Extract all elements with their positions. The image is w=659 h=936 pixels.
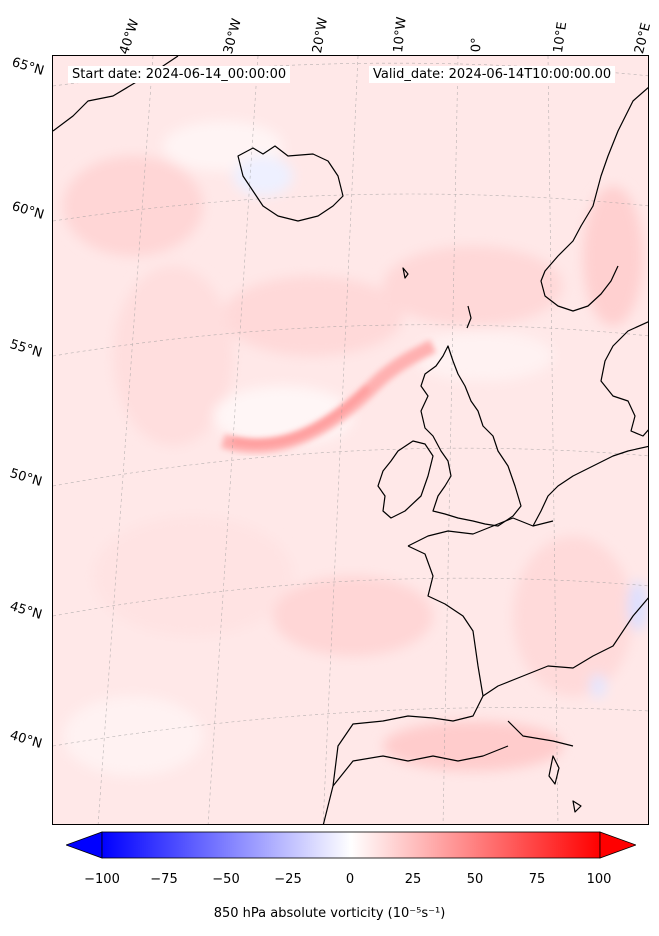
graticule bbox=[53, 56, 648, 824]
coast-ireland bbox=[377, 440, 434, 519]
lon-label-0: 0° bbox=[469, 37, 485, 53]
colorbar-tick: 50 bbox=[466, 872, 484, 887]
colorbar-tick: 100 bbox=[586, 872, 612, 887]
lat-label-45n: 45°N bbox=[7, 599, 44, 623]
colorbar-tick: 0 bbox=[345, 872, 355, 887]
lat-label-50n: 50°N bbox=[7, 466, 44, 490]
colorbar-label: 850 hPa absolute vorticity (10⁻⁵s⁻¹) bbox=[213, 906, 446, 921]
coastlines bbox=[53, 56, 648, 824]
colorbar-extend-max bbox=[599, 831, 636, 859]
coast-iceland bbox=[237, 145, 344, 222]
vorticity-map bbox=[53, 56, 648, 824]
colorbar-tick: −75 bbox=[150, 872, 178, 887]
coast-benelux-germany bbox=[532, 445, 648, 527]
coast-france-iberia bbox=[322, 545, 484, 824]
lon-label-10e: 10°E bbox=[551, 20, 571, 54]
valid-date-label: Valid_date: 2024-06-14T10:00:00.00 bbox=[369, 66, 616, 83]
colorbar-tick: 25 bbox=[404, 872, 422, 887]
coast-norway bbox=[540, 86, 648, 312]
start-date-label: Start date: 2024-06-14_00:00:00 bbox=[68, 66, 291, 83]
lat-label-40n: 40°N bbox=[7, 728, 44, 752]
lon-label-40w: 40°W bbox=[117, 17, 143, 57]
lat-label-60n: 60°N bbox=[9, 199, 46, 223]
colorbar-tick: −100 bbox=[84, 872, 120, 887]
lon-label-20w: 20°W bbox=[310, 16, 332, 55]
lon-label-20e: 20°E bbox=[632, 21, 655, 56]
lat-label-65n: 65°N bbox=[9, 55, 46, 79]
lat-label-55n: 55°N bbox=[7, 337, 44, 361]
map-panel[interactable] bbox=[52, 55, 649, 825]
coast-great-britain bbox=[420, 345, 522, 527]
colorbar-tick: 75 bbox=[528, 872, 546, 887]
colorbar-gradient bbox=[101, 831, 601, 859]
lon-label-10w: 10°W bbox=[391, 16, 410, 54]
colorbar bbox=[66, 831, 636, 859]
colorbar-tick: −50 bbox=[212, 872, 240, 887]
colorbar-tick: −25 bbox=[274, 872, 302, 887]
colorbar-extend-min bbox=[66, 831, 103, 859]
lon-label-30w: 30°W bbox=[221, 17, 245, 56]
coast-denmark bbox=[600, 321, 648, 437]
